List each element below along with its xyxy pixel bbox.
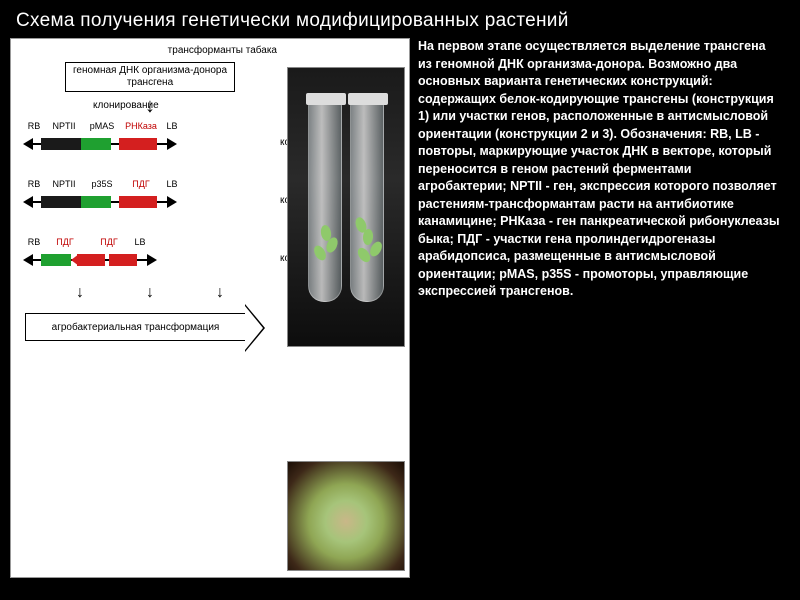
gene-construct: RBПДГПДГLBконструкция 3 [23, 237, 285, 285]
test-tube [350, 102, 384, 302]
gene-segment [111, 201, 119, 203]
figure-panel: трансформанты табака геномная ДНК органи… [10, 38, 410, 578]
segment-label: LB [131, 237, 149, 247]
segment-label: p35S [85, 179, 119, 189]
construct-labels: RBNPTIIp35SПДГLB [25, 179, 181, 189]
diagram-header: трансформанты табака [15, 43, 285, 56]
segment-label: NPTII [43, 179, 85, 189]
construct-bar [23, 193, 177, 211]
tobacco-tubes-photo [287, 67, 405, 347]
gene-segment [157, 143, 167, 145]
segment-label: LB [163, 121, 181, 131]
segment-label: RB [25, 237, 43, 247]
segment-label: RB [25, 121, 43, 131]
gene-segment [41, 196, 81, 208]
segment-label: NPTII [43, 121, 85, 131]
gene-segment [137, 259, 147, 261]
gene-diagram: трансформанты табака геномная ДНК органи… [15, 43, 285, 573]
segment-label: RB [25, 179, 43, 189]
cloning-label: клонирование [93, 100, 285, 111]
segment-label: ПДГ [43, 237, 87, 247]
gene-segment [119, 138, 157, 150]
segment-label: LB [163, 179, 181, 189]
gene-segment [77, 254, 105, 266]
gene-segment [157, 201, 167, 203]
gene-segment [33, 201, 41, 203]
slide-title: Схема получения генетически модифицирова… [0, 0, 800, 38]
down-arrows-row: ↓↓↓ [15, 285, 285, 301]
gene-segment [81, 138, 111, 150]
gene-segment [109, 254, 137, 266]
segment-label: РНКаза [119, 121, 163, 131]
gene-segment [41, 138, 81, 150]
gene-segment [33, 143, 41, 145]
gene-segment [81, 196, 111, 208]
segment-label: ПДГ [119, 179, 163, 189]
content-row: трансформанты табака геномная ДНК органи… [0, 38, 800, 578]
callus-photo [287, 461, 405, 571]
construct-labels: RBNPTIIpMASРНКазаLB [25, 121, 181, 131]
test-tube [308, 102, 342, 302]
gene-segment [119, 196, 157, 208]
gene-segment [111, 143, 119, 145]
construct-bar [23, 251, 157, 269]
agro-label: агробактериальная трансформация [26, 314, 245, 342]
gene-segment [41, 254, 71, 266]
construct-bar [23, 135, 177, 153]
gene-construct: RBNPTIIpMASРНКазаLBконструкция 1 [23, 121, 285, 169]
construct-labels: RBПДГПДГLB [25, 237, 149, 247]
gene-construct: RBNPTIIp35SПДГLBконструкция 2 [23, 179, 285, 227]
transformants-label: трансформанты табака [168, 45, 277, 56]
agro-transformation-arrow: агробактериальная трансформация [25, 313, 245, 341]
segment-label: ПДГ [87, 237, 131, 247]
genome-dna-box: геномная ДНК организма-донора трансгена [65, 62, 235, 92]
description-text: На первом этапе осуществляется выделение… [418, 38, 790, 578]
segment-label: pMAS [85, 121, 119, 131]
gene-segment [33, 259, 41, 261]
